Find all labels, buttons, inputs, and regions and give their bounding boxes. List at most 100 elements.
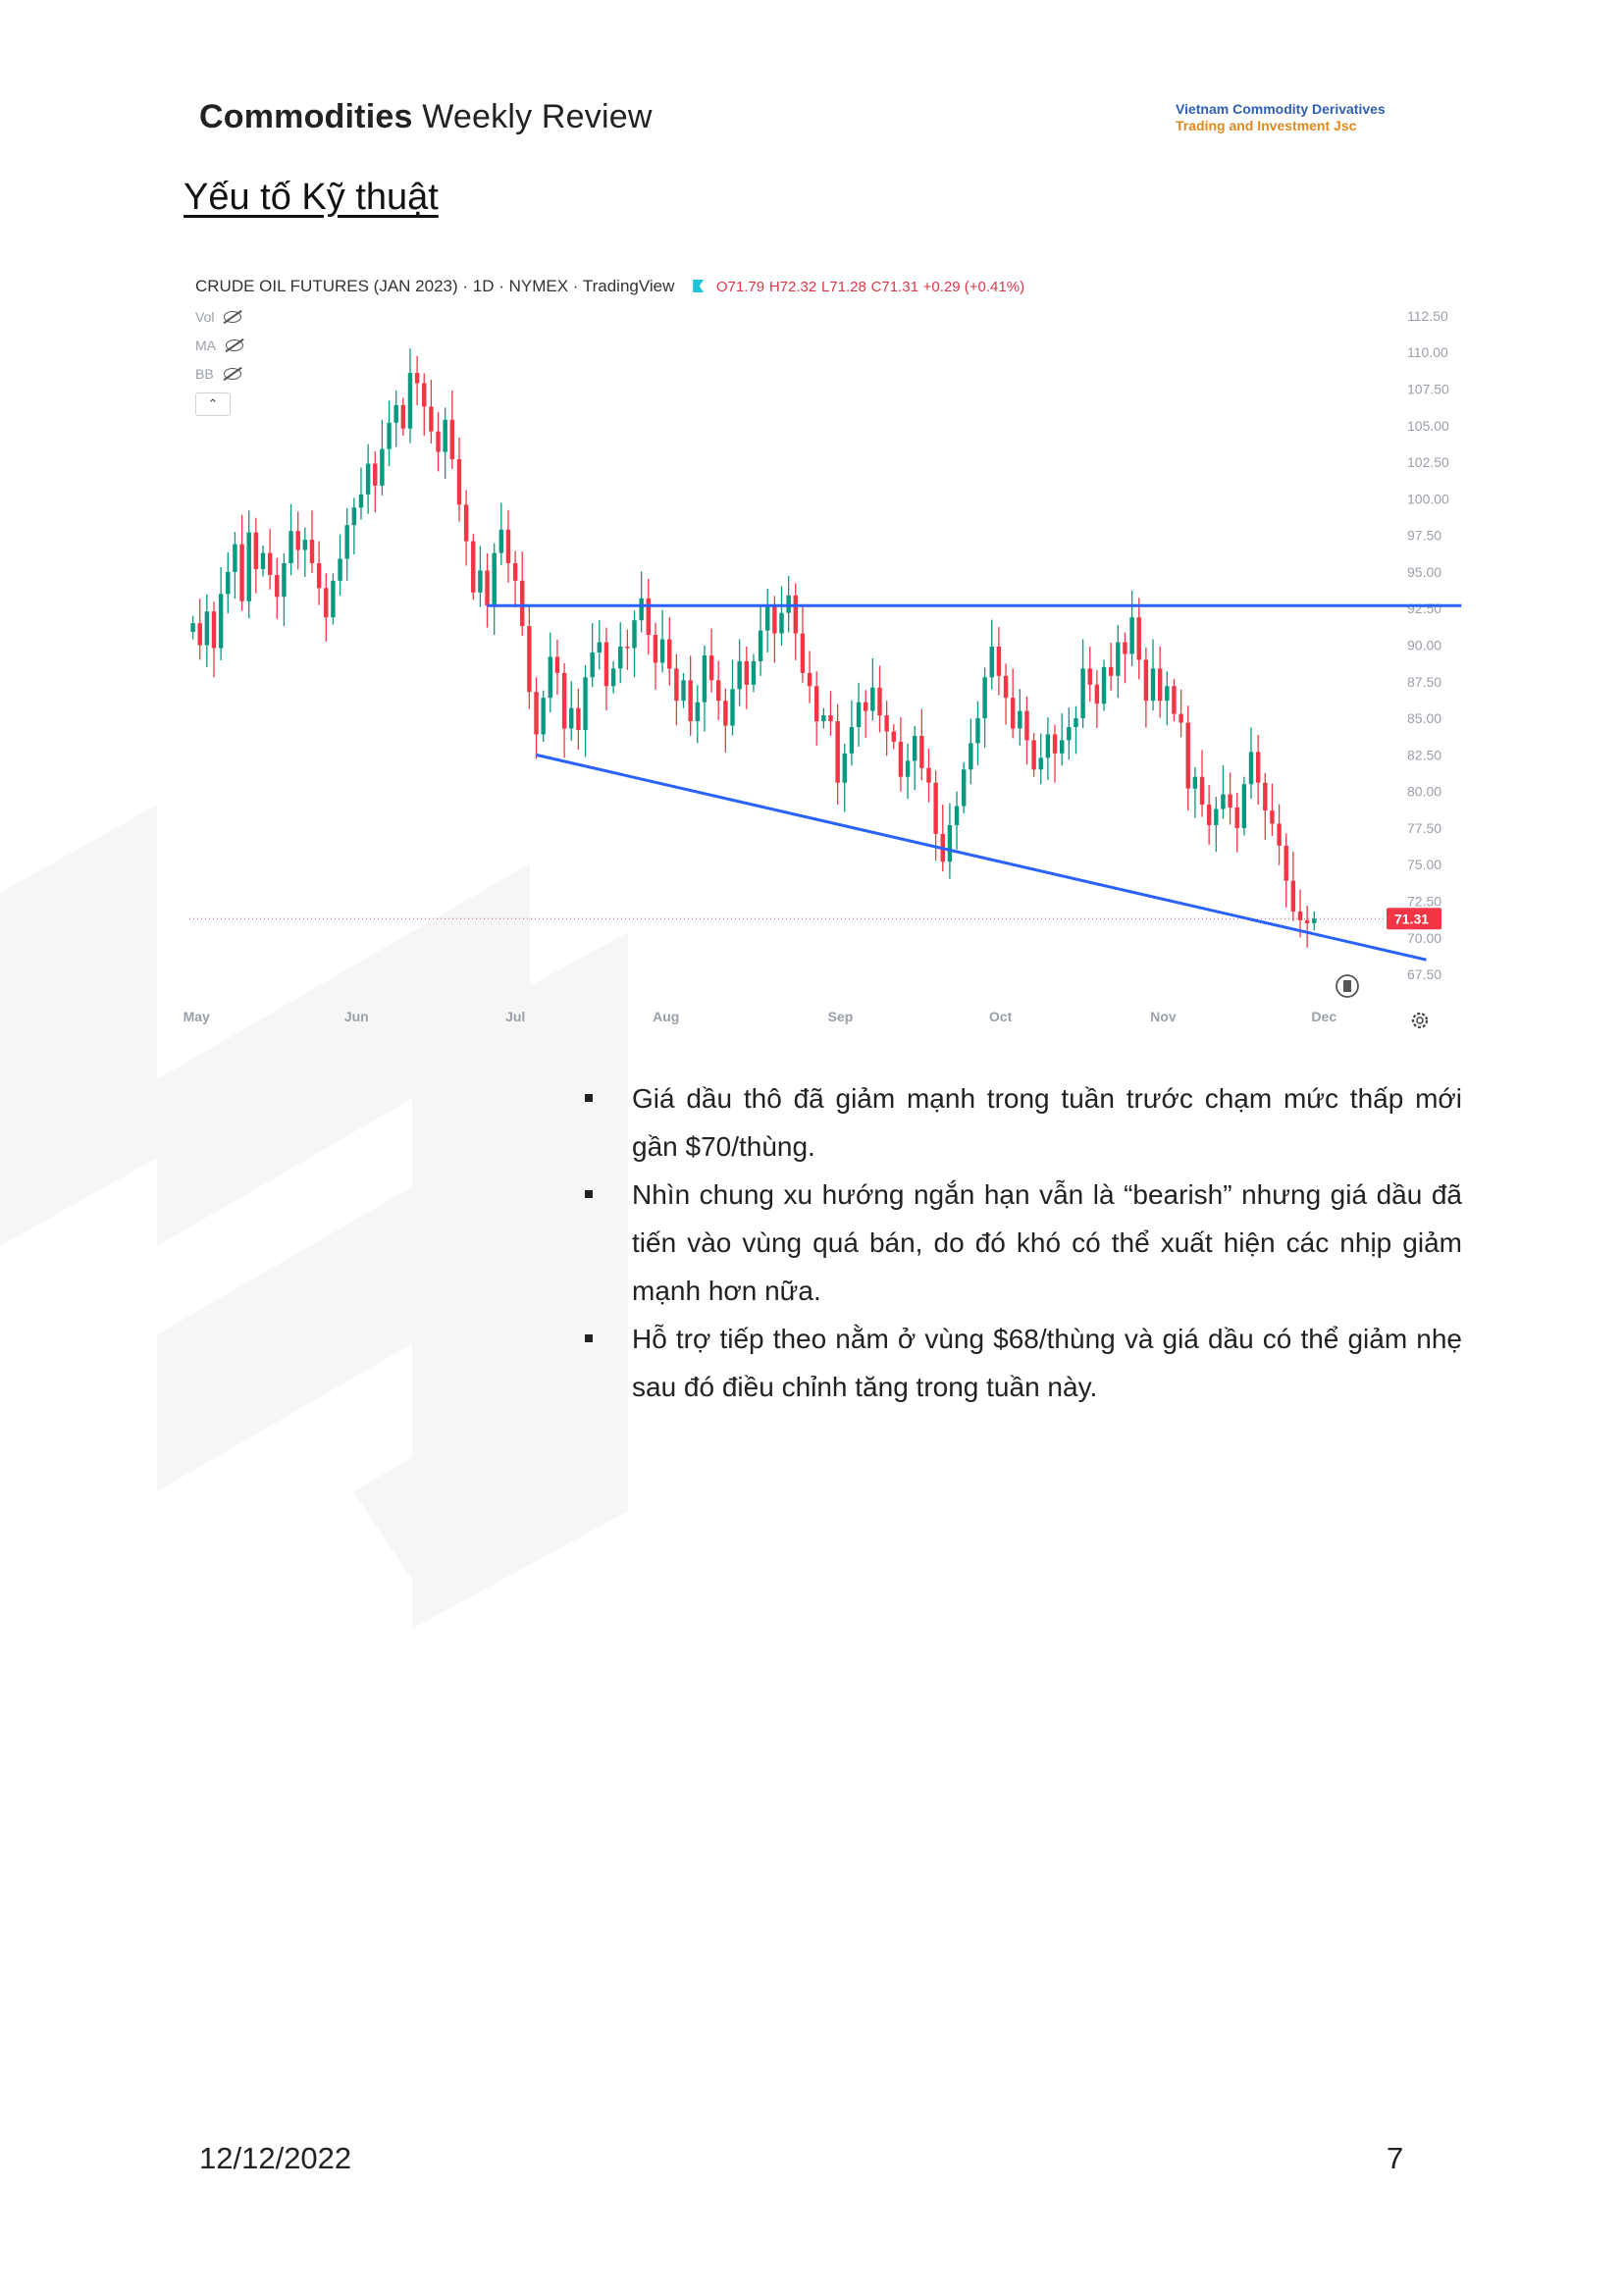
candle-body [520, 580, 525, 627]
candle-body [863, 702, 868, 711]
candle-body [653, 635, 658, 663]
x-tick-label: May [183, 1009, 210, 1024]
x-tick-label: Aug [653, 1009, 679, 1024]
candle-body [282, 562, 287, 598]
x-tick-label: Oct [989, 1009, 1013, 1024]
support-trendline [536, 753, 1427, 962]
ohlc-change: +0.29 (+0.41%) [922, 279, 1025, 295]
candle-body [485, 570, 490, 606]
candle-body [1074, 718, 1078, 728]
candle-body [695, 702, 701, 722]
candle-body [618, 646, 623, 669]
candle-body [646, 598, 652, 636]
footer-date: 12/12/2022 [199, 2141, 352, 2175]
candle-body [1248, 752, 1254, 785]
indicator-bb-label: BB [195, 366, 214, 382]
gear-icon-center [1416, 1017, 1424, 1024]
candle-body [898, 741, 904, 777]
y-tick-label: 70.00 [1407, 930, 1441, 946]
candle-body [1312, 918, 1317, 923]
candle-body [1199, 776, 1205, 806]
candle-body [919, 735, 924, 768]
candle-body [260, 552, 266, 569]
list-item: Giá dầu thô đã giảm mạnh trong tuần trướ… [579, 1074, 1462, 1171]
candle-body [246, 532, 251, 601]
flag-icon [693, 280, 705, 292]
list-item: Nhìn chung xu hướng ngắn hạn vẫn là “bea… [579, 1171, 1462, 1315]
y-tick-label: 90.00 [1407, 638, 1441, 653]
hidden-eye-icon[interactable] [223, 368, 241, 380]
candle-body [933, 782, 938, 834]
candle-body [947, 824, 953, 862]
candle-body [407, 373, 413, 429]
candle-body [1052, 734, 1058, 754]
candle-body [1080, 668, 1085, 719]
candle-body [1018, 710, 1022, 729]
candle-body [989, 646, 994, 678]
candle-body [393, 404, 398, 423]
candle-body [737, 660, 742, 690]
candle-body [856, 702, 862, 728]
ohlc-high: H72.32 [768, 279, 817, 295]
candle-body [351, 507, 357, 526]
candle-body [751, 660, 757, 685]
candle-body [982, 677, 987, 719]
candle-body [1270, 810, 1275, 824]
candle-body [961, 769, 967, 807]
candle-body [478, 570, 483, 593]
candle-body [505, 529, 511, 563]
candle-body [275, 574, 280, 598]
candle-body [730, 689, 735, 726]
candle-body [1108, 666, 1114, 676]
indicator-vol[interactable]: Vol [195, 309, 242, 325]
y-tick-label: 85.00 [1407, 710, 1441, 726]
candle-body [1010, 698, 1016, 729]
bullet-list: Giá dầu thô đã giảm mạnh trong tuần trướ… [579, 1074, 1462, 1411]
candle-body [772, 605, 777, 634]
indicator-ma[interactable]: MA [195, 338, 243, 353]
y-tick-label: 105.00 [1407, 418, 1449, 434]
candle-body [309, 540, 315, 563]
candle-body [358, 494, 364, 508]
candle-body [456, 459, 462, 505]
candle-body [688, 680, 693, 722]
candle-body [1150, 668, 1156, 702]
candle-body [1185, 722, 1190, 789]
y-tick-label: 112.50 [1407, 308, 1448, 324]
candle-body [302, 540, 308, 550]
candle-body [498, 529, 504, 553]
candle-body [1283, 845, 1288, 881]
candle-body [723, 701, 728, 726]
candle-body [569, 707, 574, 729]
candle-body [884, 715, 889, 732]
candle-body [295, 531, 300, 550]
candle-body [1003, 675, 1009, 699]
bullet-text: Giá dầu thô đã giảm mạnh trong tuần trướ… [632, 1083, 1462, 1162]
candle-body [1038, 757, 1043, 770]
candle-body [1234, 808, 1239, 828]
candle-body [554, 656, 560, 673]
logo-line-2: Trading and Investment Jsc [1176, 118, 1357, 133]
hidden-eye-icon[interactable] [224, 311, 242, 323]
candle-body [849, 727, 855, 754]
candle-body [702, 654, 707, 703]
candle-body [288, 531, 293, 563]
indicator-bb[interactable]: BB [195, 366, 241, 382]
candle-body [969, 743, 973, 770]
collapse-indicators-button[interactable]: ⌃ [195, 392, 231, 416]
candle-body [708, 654, 714, 681]
candle-body [576, 707, 581, 731]
last-price-tag [1387, 908, 1441, 930]
candle-body [765, 605, 770, 631]
candle-body [211, 611, 217, 649]
candle-body [625, 646, 630, 649]
hidden-eye-icon[interactable] [226, 339, 243, 351]
candle-body [548, 656, 553, 699]
candle-body [954, 806, 960, 825]
y-tick-label: 87.50 [1407, 674, 1441, 690]
candle-body [436, 431, 441, 452]
candle-body [1179, 713, 1183, 723]
candle-body [1206, 805, 1212, 825]
chart-svg: 112.50 110.00 107.50 105.00 102.50 100.00 97.5… [183, 308, 1462, 1029]
candle-body [603, 642, 609, 687]
